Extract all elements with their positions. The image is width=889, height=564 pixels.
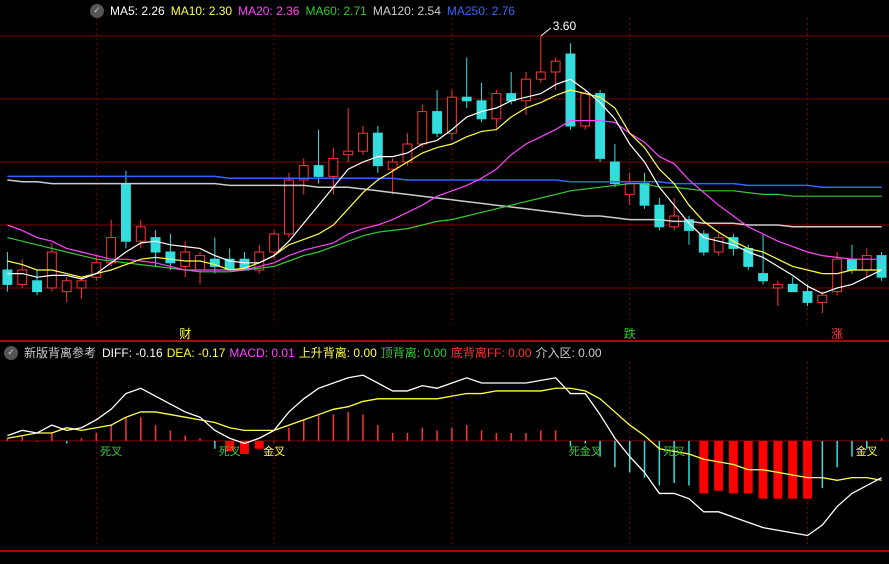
svg-text:死叉: 死叉 (219, 446, 241, 458)
check-icon: ✓ (4, 346, 18, 360)
stock-title: 凤凰航运(日线) (4, 2, 84, 19)
indicator-label: 底背离FF: 0.00 (451, 346, 532, 360)
ma-label: MA10: 2.30 (171, 4, 232, 18)
svg-text:3.60: 3.60 (553, 19, 577, 33)
svg-text:涨: 涨 (831, 326, 843, 340)
footer-bar (0, 550, 889, 564)
indicator-title: 新版背离参考 (24, 344, 96, 361)
ma-label: MA120: 2.54 (373, 4, 441, 18)
indicator-label: 介入区: 0.00 (536, 346, 602, 360)
svg-text:死金叉: 死金叉 (569, 444, 602, 458)
sub-chart-header: ✓ 新版背离参考 DIFF: -0.16 DEA: -0.17MACD: 0.01… (4, 344, 606, 361)
svg-text:金叉: 金叉 (856, 444, 878, 458)
indicator-label: DIFF: -0.16 (102, 346, 163, 360)
ma-label: MA60: 2.71 (305, 4, 366, 18)
chart-divider (0, 340, 889, 342)
indicator-label: DEA: -0.17 (167, 346, 226, 360)
macd-chart[interactable]: 死叉 死叉 金叉 死金叉 死叉 金叉 (0, 344, 889, 560)
check-icon: ✓ (90, 4, 104, 18)
indicator-label: 顶背离: 0.00 (381, 346, 447, 360)
ma-label: MA20: 2.36 (238, 4, 299, 18)
main-chart-header: 凤凰航运(日线) ✓ MA5: 2.26 MA10: 2.30 MA20: 2.36… (4, 2, 521, 19)
svg-text:金叉: 金叉 (263, 444, 285, 458)
indicator-label: MACD: 0.01 (229, 346, 294, 360)
svg-text:死叉: 死叉 (100, 446, 122, 458)
candlestick-chart[interactable]: 3.60 财 跌 涨 (0, 0, 889, 340)
ma-label: MA5: 2.26 (110, 4, 165, 18)
indicator-label: 上升背离: 0.00 (299, 346, 377, 360)
ma-label: MA250: 2.76 (447, 4, 515, 18)
svg-text:跌: 跌 (624, 326, 636, 340)
svg-text:财: 财 (179, 327, 191, 340)
svg-text:死叉: 死叉 (663, 446, 685, 458)
indicator-labels-container: DIFF: -0.16 DEA: -0.17MACD: 0.01 上升背离: 0.0… (102, 344, 606, 361)
ma-labels-container: MA5: 2.26 MA10: 2.30 MA20: 2.36 MA60: 2.71 M… (110, 4, 521, 18)
